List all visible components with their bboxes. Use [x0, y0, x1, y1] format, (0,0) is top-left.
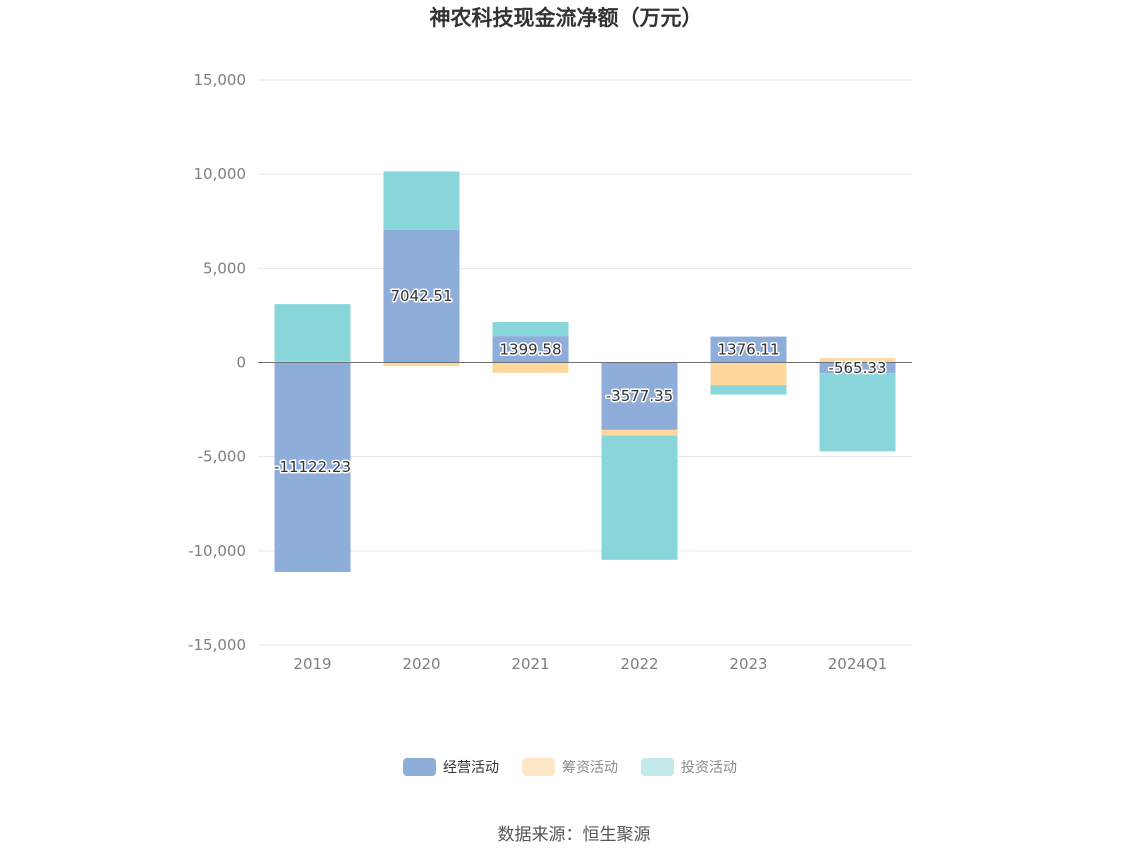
- bar-segment: [819, 373, 896, 452]
- y-tick-label: 10,000: [194, 165, 247, 183]
- y-tick-label: -5,000: [198, 448, 246, 466]
- bar-segment: [601, 435, 678, 560]
- y-tick-label: -10,000: [188, 542, 246, 560]
- legend-swatch[interactable]: [641, 758, 674, 776]
- legend-label[interactable]: 筹资活动: [562, 759, 618, 776]
- bar-segment: [710, 336, 787, 363]
- x-tick-label: 2024Q1: [828, 655, 888, 673]
- bar-segment: [492, 336, 569, 363]
- legend: 经营活动 筹资活动 投资活动: [403, 758, 737, 776]
- bar-segment: [819, 358, 896, 363]
- y-axis-ticks: 15,000 10,000 5,000 0 -5,000 -10,000 -15,000: [188, 71, 246, 654]
- legend-swatch[interactable]: [522, 758, 555, 776]
- x-tick-label: 2023: [729, 655, 767, 673]
- data-label: 1399.58: [499, 340, 561, 358]
- bar-segment: [383, 229, 460, 363]
- x-tick-label: 2020: [402, 655, 440, 673]
- y-tick-label: 15,000: [194, 71, 247, 89]
- data-label: -11122.23: [274, 458, 351, 476]
- x-axis: [258, 362, 912, 646]
- bar-segment: [492, 322, 569, 337]
- source-note: 数据来源：恒生聚源: [498, 825, 651, 845]
- x-tick-label: 2022: [620, 655, 658, 673]
- bar-segment: [274, 304, 351, 362]
- bar-segment: [819, 362, 896, 374]
- data-label: -3577.35: [606, 387, 673, 405]
- y-tick-label: 5,000: [203, 259, 246, 277]
- bars: [274, 171, 896, 572]
- x-axis-ticks: 2019 2020 2021 2022 2023 2024Q1: [293, 655, 887, 673]
- bar-segment: [710, 385, 787, 395]
- data-label: 7042.51: [390, 287, 452, 305]
- data-labels: -11122.23 7042.51 1399.58 -3577.35 1376.11 -5…: [273, 286, 888, 478]
- bar-segment: [274, 362, 351, 572]
- bar-segment: [601, 362, 678, 430]
- legend-label[interactable]: 投资活动: [681, 760, 737, 776]
- y-tick-label: 0: [236, 354, 246, 372]
- bar-segment: [383, 362, 460, 367]
- legend-label[interactable]: 经营活动: [443, 760, 499, 776]
- x-tick-label: 2021: [511, 655, 549, 673]
- bar-segment: [601, 429, 678, 436]
- bar-segment: [383, 171, 460, 230]
- chart-title: 神农科技现金流净额（万元）: [430, 6, 703, 30]
- bar-segment: [492, 362, 569, 373]
- data-label: -565.33: [829, 359, 887, 377]
- bar-segment: [710, 362, 787, 386]
- data-label: 1376.11: [717, 341, 779, 359]
- y-tick-label: -15,000: [188, 636, 246, 654]
- legend-swatch[interactable]: [403, 758, 436, 776]
- x-tick-label: 2019: [293, 655, 331, 673]
